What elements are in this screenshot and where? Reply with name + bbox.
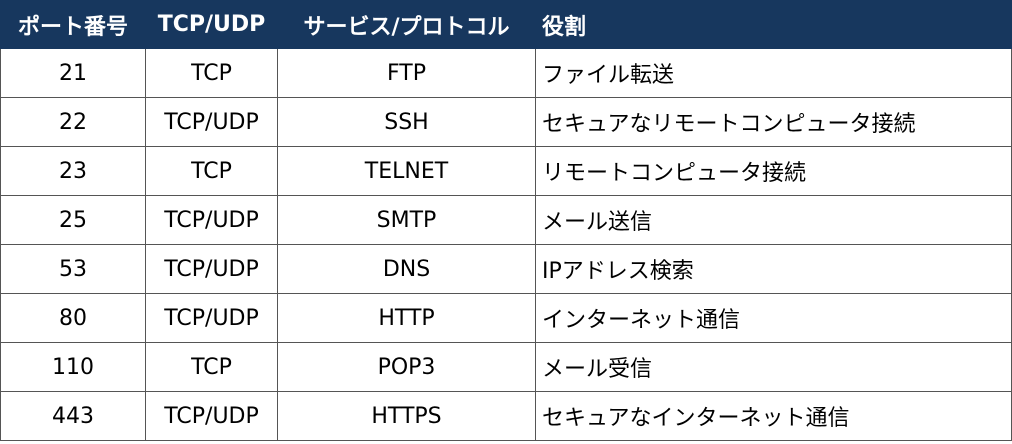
table-cell: ファイル転送 [535, 48, 1012, 98]
table-cell: TELNET [277, 146, 536, 196]
table-row: 25 TCP/UDP SMTP メール送信 [0, 195, 1012, 245]
table-cell: TCP [145, 342, 278, 392]
table-cell: セキュアなインターネット通信 [535, 391, 1012, 441]
table-row: 21 TCP FTP ファイル転送 [0, 48, 1012, 98]
table-cell: SMTP [277, 195, 536, 245]
table-cell: TCP [145, 146, 278, 196]
table-cell: FTP [277, 48, 536, 98]
table-cell: 110 [0, 342, 146, 392]
table-cell: DNS [277, 244, 536, 294]
table-cell: POP3 [277, 342, 536, 392]
table-body: 21 TCP FTP ファイル転送 22 TCP/UDP SSH セキュアなリモートコンピュー… [0, 48, 1012, 441]
header-cell: 役割 [535, 0, 1012, 49]
header-row: ポート番号 TCP/UDP サービス/プロトコル 役割 [0, 0, 1012, 49]
table-cell: SSH [277, 97, 536, 147]
table-cell: IPアドレス検索 [535, 244, 1012, 294]
header-cell: TCP/UDP [145, 0, 278, 49]
table-row: 23 TCP TELNET リモートコンピュータ接続 [0, 146, 1012, 196]
table-row: 110 TCP POP3 メール受信 [0, 342, 1012, 392]
table-cell: TCP/UDP [145, 293, 278, 343]
table-header: ポート番号 TCP/UDP サービス/プロトコル 役割 [0, 0, 1012, 49]
table-cell: TCP/UDP [145, 391, 278, 441]
table-cell: TCP [145, 48, 278, 98]
table-cell: リモートコンピュータ接続 [535, 146, 1012, 196]
table-row: 80 TCP/UDP HTTP インターネット通信 [0, 293, 1012, 343]
table-cell: メール受信 [535, 342, 1012, 392]
table-cell: メール送信 [535, 195, 1012, 245]
table-cell: セキュアなリモートコンピュータ接続 [535, 97, 1012, 147]
table-cell: HTTP [277, 293, 536, 343]
table-cell: 25 [0, 195, 146, 245]
table-cell: TCP/UDP [145, 244, 278, 294]
table-cell: 21 [0, 48, 146, 98]
table-cell: HTTPS [277, 391, 536, 441]
table-cell: インターネット通信 [535, 293, 1012, 343]
table-cell: 53 [0, 244, 146, 294]
table-cell: 80 [0, 293, 146, 343]
header-cell: サービス/プロトコル [277, 0, 536, 49]
table-row: 443 TCP/UDP HTTPS セキュアなインターネット通信 [0, 391, 1012, 441]
table-cell: 23 [0, 146, 146, 196]
table-cell: 22 [0, 97, 146, 147]
table-row: 22 TCP/UDP SSH セキュアなリモートコンピュータ接続 [0, 97, 1012, 147]
table-row: 53 TCP/UDP DNS IPアドレス検索 [0, 244, 1012, 294]
header-cell: ポート番号 [0, 0, 146, 49]
table-cell: TCP/UDP [145, 97, 278, 147]
table-cell: 443 [0, 391, 146, 441]
table-cell: TCP/UDP [145, 195, 278, 245]
